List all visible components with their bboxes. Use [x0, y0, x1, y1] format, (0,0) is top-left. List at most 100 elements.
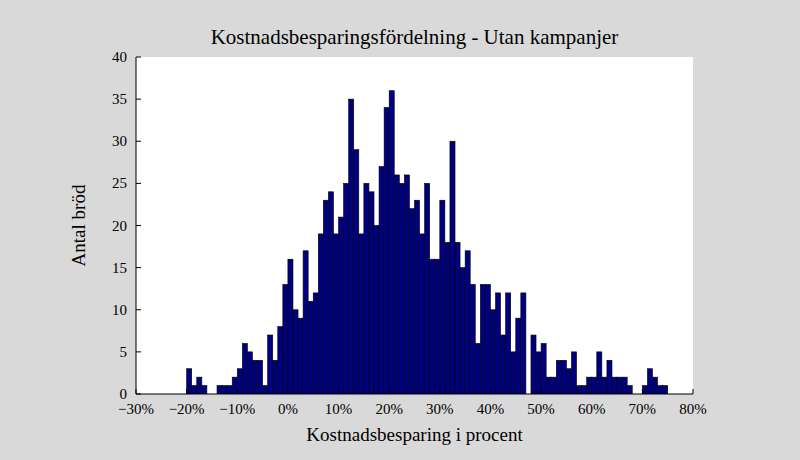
y-tick-label: 30	[112, 133, 127, 149]
histogram-bar	[506, 293, 511, 394]
x-tick	[136, 389, 137, 394]
x-tick-label: −20%	[169, 401, 205, 417]
histogram-bar	[354, 150, 359, 394]
histogram-bar	[328, 192, 333, 394]
histogram-bar	[242, 343, 247, 394]
x-tick-label: 50%	[527, 401, 555, 417]
histogram-bar	[622, 377, 627, 394]
y-tick-label: 5	[120, 344, 128, 360]
y-tick	[136, 141, 141, 142]
chart-svg: −30%−20%−10%0%10%20%30%40%50%60%70%80%05…	[0, 0, 800, 460]
histogram-bar	[252, 360, 257, 394]
histogram-bar	[268, 335, 273, 394]
x-tick	[389, 389, 390, 394]
histogram-bar	[303, 251, 308, 394]
histogram-bar	[450, 141, 455, 394]
histogram-bar	[192, 386, 197, 394]
histogram-bar	[278, 327, 283, 394]
histogram-bar	[602, 377, 607, 394]
y-tick	[136, 351, 141, 352]
histogram-bar	[247, 352, 252, 394]
histogram-bar	[658, 386, 663, 394]
histogram-bar	[323, 200, 328, 394]
x-tick	[490, 389, 491, 394]
x-tick	[541, 389, 542, 394]
histogram-bar	[516, 318, 521, 394]
histogram-bar	[663, 386, 668, 394]
histogram-bar	[582, 386, 587, 394]
histogram-bar	[475, 343, 480, 394]
histogram-bar	[379, 167, 384, 394]
histogram-bar	[415, 200, 420, 394]
histogram-bar	[470, 284, 475, 394]
histogram-bar	[187, 369, 192, 394]
histogram-bar	[369, 192, 374, 394]
histogram-bar	[237, 369, 242, 394]
y-tick	[136, 225, 141, 226]
histogram-bar	[394, 175, 399, 394]
histogram-bar	[597, 352, 602, 394]
x-axis	[136, 394, 693, 395]
x-tick-label: 30%	[426, 401, 454, 417]
bars	[187, 91, 668, 394]
histogram-bar	[349, 99, 354, 394]
histogram-bar	[227, 386, 232, 394]
y-tick-label: 35	[112, 91, 127, 107]
histogram-bar	[501, 335, 506, 394]
background	[0, 0, 800, 460]
histogram-bar	[627, 386, 632, 394]
x-tick	[591, 389, 592, 394]
histogram-bar	[409, 209, 414, 394]
histogram-bar	[647, 369, 652, 394]
histogram-bar	[232, 377, 237, 394]
y-tick	[136, 394, 141, 395]
plot-area	[136, 57, 693, 394]
chart-container: −30%−20%−10%0%10%20%30%40%50%60%70%80%05…	[0, 0, 800, 460]
histogram-bar	[339, 217, 344, 394]
y-tick-label: 40	[112, 49, 127, 65]
histogram-bar	[384, 108, 389, 394]
histogram-bar	[283, 284, 288, 394]
y-tick	[136, 183, 141, 184]
histogram-bar	[485, 284, 490, 394]
histogram-bar	[217, 386, 222, 394]
y-axis-label: Antal bröd	[68, 184, 89, 266]
y-tick	[136, 57, 141, 58]
histogram-bar	[308, 301, 313, 394]
y-tick	[136, 309, 141, 310]
histogram-bar	[399, 183, 404, 394]
histogram-bar	[435, 259, 440, 394]
histogram-bar	[202, 386, 207, 394]
histogram-bar	[521, 293, 526, 394]
histogram-bar	[425, 183, 430, 394]
x-tick-label: 0%	[278, 401, 298, 417]
y-tick	[136, 267, 141, 268]
histogram-bar	[258, 360, 263, 394]
x-tick-label: 10%	[325, 401, 353, 417]
histogram-bar	[420, 234, 425, 394]
histogram-bar	[288, 259, 293, 394]
x-tick	[186, 389, 187, 394]
histogram-bar	[556, 360, 561, 394]
histogram-bar	[465, 251, 470, 394]
histogram-bar	[496, 293, 501, 394]
chart-title: Kostnadsbesparingsfördelning - Utan kamp…	[211, 25, 619, 49]
histogram-bar	[263, 386, 268, 394]
y-tick-label: 10	[112, 302, 127, 318]
histogram-bar	[577, 386, 582, 394]
histogram-bar	[607, 360, 612, 394]
histogram-bar	[333, 234, 338, 394]
histogram-bar	[404, 175, 409, 394]
histogram-bar	[592, 377, 597, 394]
histogram-bar	[222, 386, 227, 394]
histogram-bar	[313, 293, 318, 394]
histogram-bar	[551, 377, 556, 394]
x-tick	[642, 389, 643, 394]
histogram-bar	[612, 377, 617, 394]
histogram-bar	[364, 183, 369, 394]
x-tick	[287, 389, 288, 394]
x-tick-label: 70%	[629, 401, 657, 417]
histogram-bar	[460, 268, 465, 394]
y-tick-label: 15	[112, 260, 127, 276]
histogram-bar	[541, 343, 546, 394]
